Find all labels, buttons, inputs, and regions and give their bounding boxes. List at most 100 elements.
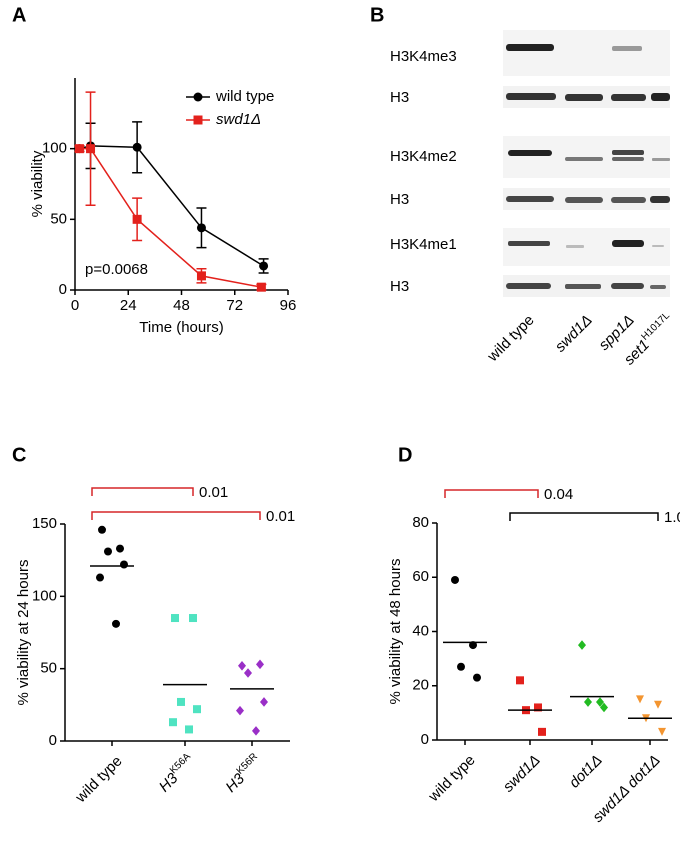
blot-row-label: H3 bbox=[390, 278, 409, 295]
blot-row-label: H3 bbox=[390, 89, 409, 106]
y-tick-label: 50 bbox=[40, 660, 57, 677]
x-tick-label: wild type bbox=[425, 752, 479, 806]
marker bbox=[457, 662, 465, 671]
x-tick-label-text: wild type bbox=[72, 753, 126, 807]
lane-label: wild type bbox=[484, 312, 538, 366]
y-tick-label: 60 bbox=[412, 568, 429, 585]
marker bbox=[654, 700, 662, 709]
series-line bbox=[79, 145, 264, 267]
blot-row-label: H3 bbox=[390, 191, 409, 208]
y-tick-label: 100 bbox=[42, 140, 67, 157]
x-tick-label: dot1Δ bbox=[566, 752, 606, 792]
marker bbox=[252, 726, 260, 736]
panel-letter: B bbox=[370, 4, 384, 26]
x-tick-label: 48 bbox=[173, 297, 190, 314]
x-tick-label-text: dot1Δ bbox=[566, 752, 606, 792]
bracket-label: 0.04 bbox=[544, 486, 573, 503]
bracket bbox=[509, 512, 659, 521]
x-tick-label: 24 bbox=[120, 297, 137, 314]
marker bbox=[86, 144, 96, 154]
marker bbox=[259, 261, 269, 271]
marker bbox=[260, 697, 268, 707]
y-tick-label: 80 bbox=[412, 514, 429, 531]
bracket bbox=[91, 487, 194, 496]
marker bbox=[116, 544, 124, 553]
blot-row-label: H3K4me2 bbox=[390, 148, 457, 165]
marker bbox=[516, 676, 524, 685]
bracket-label: 0.01 bbox=[199, 484, 228, 501]
marker bbox=[596, 697, 604, 707]
marker bbox=[238, 660, 246, 671]
marker bbox=[104, 547, 112, 556]
y-axis-label: % viability at 24 hours bbox=[15, 560, 32, 706]
marker bbox=[256, 282, 266, 292]
lane-label: swd1Δ bbox=[552, 312, 596, 356]
marker bbox=[256, 659, 264, 670]
marker bbox=[584, 697, 592, 707]
legend-marker bbox=[193, 115, 203, 125]
marker bbox=[189, 614, 197, 623]
marker bbox=[538, 727, 546, 736]
y-tick-label: 40 bbox=[412, 622, 429, 639]
y-tick-label: 150 bbox=[32, 515, 57, 532]
y-tick-label: 0 bbox=[59, 281, 67, 298]
lane-label-sup: H1017L bbox=[639, 310, 672, 343]
marker bbox=[177, 697, 185, 706]
panel-letter: C bbox=[12, 444, 26, 466]
marker bbox=[74, 144, 84, 154]
marker bbox=[171, 614, 179, 623]
marker bbox=[120, 560, 128, 569]
marker bbox=[196, 223, 206, 233]
marker bbox=[473, 673, 481, 682]
lane-label-text: wild type bbox=[484, 312, 538, 366]
marker bbox=[658, 727, 666, 736]
marker bbox=[236, 705, 244, 716]
x-tick-label: H3K56A bbox=[154, 751, 199, 796]
marker bbox=[132, 214, 142, 224]
y-tick-label: 20 bbox=[412, 677, 429, 694]
x-axis-label: Time (hours) bbox=[139, 319, 223, 336]
bracket-label: 1.0 bbox=[664, 509, 680, 526]
marker bbox=[451, 575, 459, 584]
y-tick-label: 100 bbox=[32, 587, 57, 604]
marker bbox=[600, 702, 608, 713]
bracket-label: 0.01 bbox=[266, 508, 295, 525]
marker bbox=[193, 705, 201, 714]
x-tick-label: H3K56R bbox=[221, 751, 266, 796]
panel-letter: D bbox=[398, 444, 412, 466]
marker bbox=[534, 703, 542, 712]
x-tick-label-text: swd1Δ bbox=[500, 752, 544, 796]
bracket bbox=[444, 489, 539, 498]
marker bbox=[112, 619, 120, 628]
bracket bbox=[91, 511, 261, 520]
blot-row-label: H3K4me3 bbox=[390, 48, 457, 65]
marker bbox=[196, 271, 206, 281]
legend-label: wild type bbox=[215, 88, 274, 105]
y-tick-label: 0 bbox=[421, 731, 429, 748]
y-tick-label: 0 bbox=[49, 732, 57, 749]
marker bbox=[169, 718, 177, 727]
x-tick-label-text: wild type bbox=[425, 752, 479, 806]
legend-label: swd1Δ bbox=[216, 111, 261, 128]
marker bbox=[578, 640, 586, 650]
x-tick-label: wild type bbox=[72, 753, 126, 807]
marker bbox=[98, 525, 106, 534]
blot-row-label: H3K4me1 bbox=[390, 236, 457, 253]
x-tick-label: 72 bbox=[226, 297, 243, 314]
marker bbox=[244, 668, 252, 678]
y-tick-label: 50 bbox=[50, 210, 67, 227]
marker bbox=[132, 142, 142, 152]
x-tick-label-sup: K56A bbox=[168, 751, 193, 776]
marker bbox=[636, 695, 644, 704]
legend-marker bbox=[193, 92, 203, 102]
x-tick-label: 0 bbox=[71, 297, 79, 314]
y-axis-label: % viability bbox=[29, 150, 46, 217]
y-axis-label: % viability at 48 hours bbox=[387, 559, 404, 705]
western-blot bbox=[503, 30, 670, 297]
marker bbox=[185, 725, 193, 734]
x-tick-label-sup: K56R bbox=[234, 751, 259, 776]
marker bbox=[96, 573, 104, 582]
x-tick-label: swd1Δ bbox=[500, 752, 544, 796]
lane-label-text: swd1Δ bbox=[552, 312, 596, 356]
